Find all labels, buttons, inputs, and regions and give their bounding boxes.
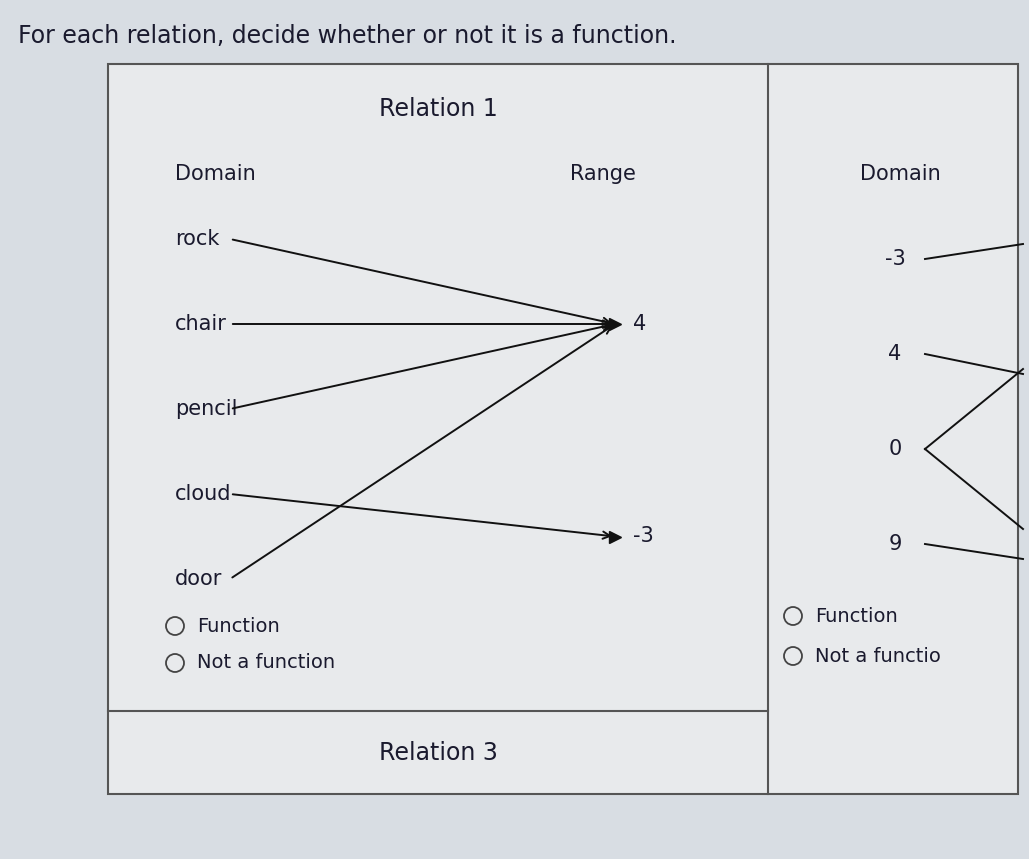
Text: 9: 9 bbox=[888, 534, 901, 554]
Text: pencil: pencil bbox=[175, 399, 238, 419]
Bar bbox=[108, 64, 768, 711]
Bar bbox=[108, 64, 1018, 794]
Text: Range: Range bbox=[570, 164, 636, 184]
Text: Domain: Domain bbox=[175, 164, 256, 184]
Text: door: door bbox=[175, 569, 222, 589]
Text: cloud: cloud bbox=[175, 484, 232, 504]
Text: Function: Function bbox=[197, 617, 280, 636]
Bar bbox=[768, 64, 1018, 794]
Text: -3: -3 bbox=[633, 527, 653, 546]
Text: Not a functio: Not a functio bbox=[815, 647, 941, 666]
Text: 0: 0 bbox=[888, 439, 901, 459]
Text: Relation 3: Relation 3 bbox=[379, 740, 497, 765]
Text: Relation 1: Relation 1 bbox=[379, 97, 497, 121]
Text: Domain: Domain bbox=[860, 164, 941, 184]
Text: For each relation, decide whether or not it is a function.: For each relation, decide whether or not… bbox=[17, 24, 676, 48]
Text: 4: 4 bbox=[633, 314, 646, 334]
Bar bbox=[108, 711, 768, 794]
Text: rock: rock bbox=[175, 229, 219, 249]
Text: 4: 4 bbox=[888, 344, 901, 364]
Text: chair: chair bbox=[175, 314, 226, 334]
Text: Function: Function bbox=[815, 606, 897, 625]
Text: Not a function: Not a function bbox=[197, 654, 335, 673]
Text: -3: -3 bbox=[885, 249, 906, 269]
